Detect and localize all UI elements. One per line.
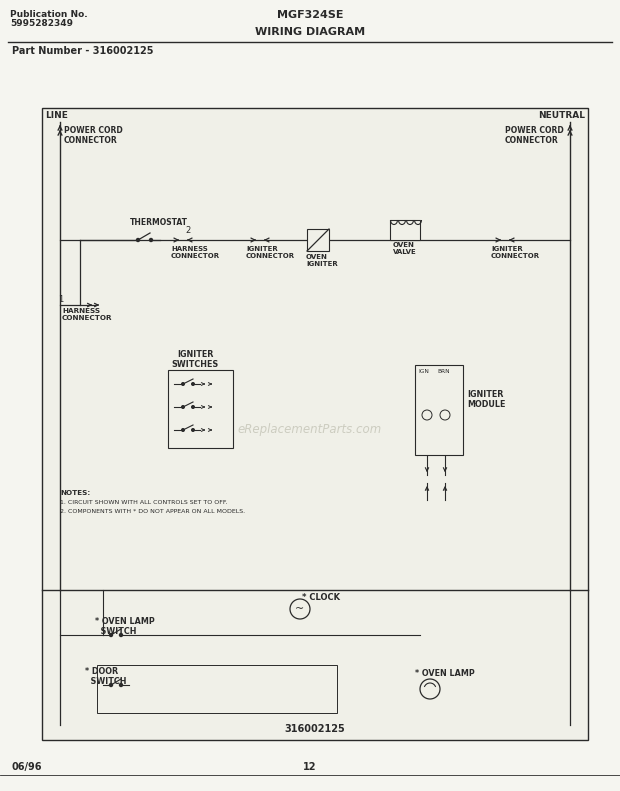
Circle shape (192, 383, 194, 385)
Text: Publication No.: Publication No. (10, 10, 87, 19)
Circle shape (182, 406, 184, 408)
Text: 316002125: 316002125 (285, 724, 345, 734)
Text: WIRING DIAGRAM: WIRING DIAGRAM (255, 27, 365, 37)
Circle shape (136, 239, 140, 241)
Circle shape (192, 429, 194, 431)
Bar (42, 108, 588, 740)
Text: 1: 1 (58, 295, 63, 304)
Text: IGNITER
SWITCHES: IGNITER SWITCHES (171, 350, 219, 369)
Text: POWER CORD
CONNECTOR: POWER CORD CONNECTOR (64, 126, 123, 146)
Text: 5995282349: 5995282349 (10, 19, 73, 28)
Circle shape (120, 634, 123, 637)
Text: NOTES:: NOTES: (60, 490, 91, 496)
Text: NEUTRAL: NEUTRAL (538, 111, 585, 120)
Text: IGNITER
CONNECTOR: IGNITER CONNECTOR (246, 246, 295, 259)
Circle shape (182, 429, 184, 431)
Circle shape (149, 239, 153, 241)
Text: IGNITER
CONNECTOR: IGNITER CONNECTOR (491, 246, 540, 259)
Text: 2: 2 (185, 226, 190, 235)
Text: LINE: LINE (45, 111, 68, 120)
Bar (168, 370, 233, 448)
Text: 2. COMPONENTS WITH * DO NOT APPEAR ON ALL MODELS.: 2. COMPONENTS WITH * DO NOT APPEAR ON AL… (60, 509, 245, 514)
Bar (415, 365, 463, 455)
Text: ~: ~ (295, 604, 304, 614)
Text: * DOOR
  SWITCH: * DOOR SWITCH (85, 667, 126, 687)
Text: THERMOSTAT: THERMOSTAT (130, 218, 188, 227)
Text: OVEN
VALVE: OVEN VALVE (393, 242, 417, 255)
Text: HARNESS
CONNECTOR: HARNESS CONNECTOR (62, 308, 112, 321)
Text: POWER CORD
CONNECTOR: POWER CORD CONNECTOR (505, 126, 564, 146)
Text: IGN: IGN (418, 369, 429, 374)
Text: IGNITER
MODULE: IGNITER MODULE (467, 390, 505, 410)
Circle shape (182, 383, 184, 385)
Bar (97, 665, 337, 713)
Text: BRN: BRN (437, 369, 450, 374)
Text: * OVEN LAMP
  SWITCH: * OVEN LAMP SWITCH (95, 617, 155, 637)
Circle shape (192, 406, 194, 408)
Text: 12: 12 (303, 762, 317, 772)
Circle shape (110, 634, 112, 637)
Text: HARNESS
CONNECTOR: HARNESS CONNECTOR (171, 246, 220, 259)
Text: OVEN
IGNITER: OVEN IGNITER (306, 254, 338, 267)
Bar (307, 229, 329, 251)
Text: MGF324SE: MGF324SE (277, 10, 343, 20)
Circle shape (110, 683, 112, 687)
Text: * OVEN LAMP: * OVEN LAMP (415, 669, 475, 678)
Text: eReplacementParts.com: eReplacementParts.com (238, 423, 382, 437)
Text: Part Number - 316002125: Part Number - 316002125 (12, 46, 154, 56)
Text: * CLOCK: * CLOCK (302, 593, 340, 602)
Circle shape (120, 683, 123, 687)
Text: 06/96: 06/96 (12, 762, 43, 772)
Bar (390, 220, 420, 240)
Text: 1. CIRCUIT SHOWN WITH ALL CONTROLS SET TO OFF.: 1. CIRCUIT SHOWN WITH ALL CONTROLS SET T… (60, 500, 228, 505)
